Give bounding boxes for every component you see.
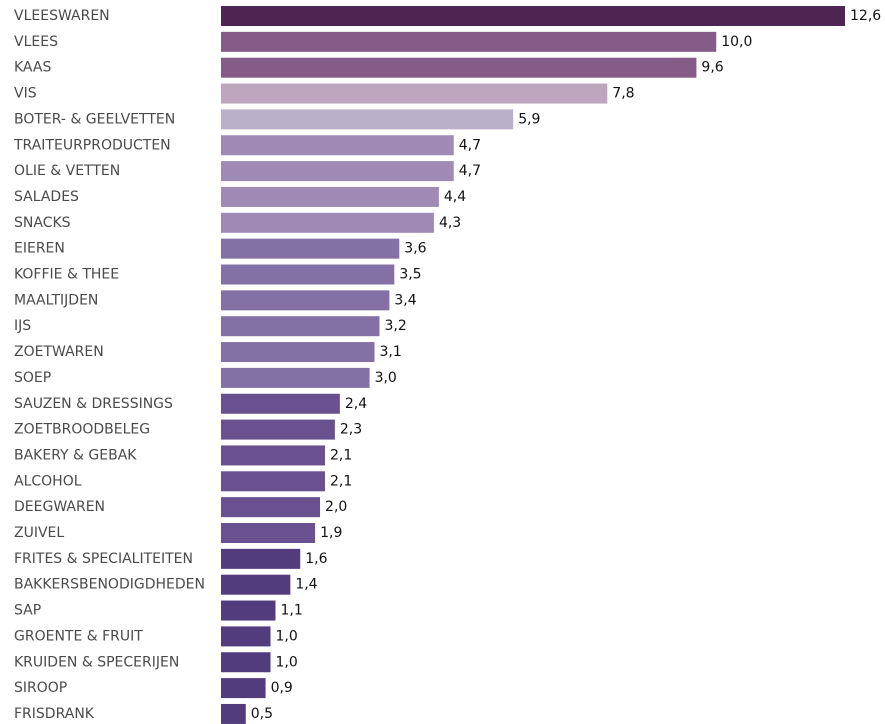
category-label-9: EIEREN: [14, 241, 65, 257]
category-label-21: FRITES & SPECIALITEITEN: [14, 551, 193, 567]
value-label-14: 3,0: [375, 370, 397, 386]
value-label-17: 2,1: [330, 447, 352, 463]
value-label-21: 1,6: [305, 551, 327, 567]
category-label-24: GROENTE & FRUIT: [14, 628, 143, 644]
value-label-3: 7,8: [612, 86, 634, 102]
category-label-14: SOEP: [14, 370, 51, 386]
category-label-0: VLEESWAREN: [14, 8, 110, 24]
bar-20: [221, 523, 316, 543]
category-label-10: KOFFIE & THEE: [14, 267, 119, 283]
bar-1: [221, 31, 717, 52]
value-label-12: 3,2: [384, 318, 406, 334]
category-label-15: SAUZEN & DRESSINGS: [14, 396, 173, 412]
value-label-13: 3,1: [380, 344, 402, 360]
bar-6: [221, 161, 454, 182]
value-label-24: 1,0: [276, 628, 298, 644]
bar-12: [221, 316, 380, 337]
category-label-23: SAP: [14, 603, 41, 619]
bar-23: [221, 600, 276, 621]
bar-0: [221, 6, 845, 26]
value-label-7: 4,4: [444, 189, 466, 205]
value-label-4: 5,9: [518, 111, 540, 127]
value-label-20: 1,9: [320, 525, 342, 541]
bar-17: [221, 445, 325, 466]
bar-11: [221, 290, 390, 311]
bar-22: [221, 574, 291, 595]
bar-27: [221, 703, 246, 724]
bar-16: [221, 419, 335, 440]
bar-21: [221, 548, 301, 569]
category-label-7: SALADES: [14, 189, 79, 205]
category-label-3: VIS: [14, 86, 37, 102]
value-label-15: 2,4: [345, 396, 367, 412]
bar-5: [221, 135, 454, 156]
value-label-9: 3,6: [404, 241, 426, 257]
bar-8: [221, 212, 434, 233]
bar-9: [221, 238, 400, 259]
category-labels-group: VLEESWAREN VLEES KAAS VIS BOTER- & GEELVETTE…: [13, 8, 205, 722]
category-label-11: MAALTIJDEN: [14, 292, 98, 308]
category-label-26: SIROOP: [14, 680, 67, 696]
bars-group: [221, 6, 845, 724]
bar-14: [221, 367, 370, 388]
bar-13: [221, 342, 375, 363]
bar-19: [221, 497, 321, 518]
category-label-1: VLEES: [14, 34, 58, 50]
value-label-10: 3,5: [399, 267, 421, 283]
value-label-0: 12,6: [850, 8, 881, 24]
category-label-4: BOTER- & GEELVETTEN: [14, 111, 175, 127]
bar-2: [221, 57, 697, 78]
value-label-11: 3,4: [394, 292, 416, 308]
bar-15: [221, 393, 340, 414]
bar-26: [221, 678, 266, 699]
category-label-2: KAAS: [14, 60, 51, 76]
value-label-1: 10,0: [721, 34, 752, 50]
value-label-8: 4,3: [439, 215, 461, 231]
value-label-5: 4,7: [459, 137, 481, 153]
category-label-6: OLIE & VETTEN: [14, 163, 120, 179]
bar-3: [221, 83, 608, 104]
category-label-16: ZOETBROODBELEG: [14, 422, 150, 438]
value-label-19: 2,0: [325, 499, 347, 515]
value-label-2: 9,6: [701, 60, 723, 76]
value-label-26: 0,9: [271, 680, 293, 696]
value-label-27: 0,5: [251, 706, 273, 722]
value-labels-group: 12,6 10,0 9,6 7,8 5,9 4,7 4,7 4,4 4,3 3,6 3,5 3,4 3,…: [251, 8, 882, 722]
bar-7: [221, 186, 439, 207]
category-label-22: BAKKERSBENODIGDHEDEN: [14, 577, 205, 593]
category-label-8: SNACKS: [14, 215, 71, 231]
bar-24: [221, 626, 271, 647]
bar-4: [221, 109, 514, 130]
bar-25: [221, 652, 271, 673]
bar-18: [221, 471, 325, 492]
value-label-16: 2,3: [340, 422, 362, 438]
category-label-5: TRAITEURPRODUCTEN: [13, 137, 171, 153]
bar-10: [221, 264, 395, 285]
category-label-18: ALCOHOL: [14, 473, 82, 489]
category-label-17: BAKERY & GEBAK: [14, 447, 137, 463]
value-label-25: 1,0: [276, 654, 298, 670]
value-label-23: 1,1: [280, 603, 302, 619]
category-label-25: KRUIDEN & SPECERIJEN: [14, 654, 179, 670]
value-label-22: 1,4: [295, 577, 317, 593]
category-label-27: FRISDRANK: [14, 706, 95, 722]
category-label-12: IJS: [14, 318, 31, 334]
value-label-18: 2,1: [330, 473, 352, 489]
value-label-6: 4,7: [459, 163, 481, 179]
category-label-20: ZUIVEL: [14, 525, 64, 541]
category-label-13: ZOETWAREN: [14, 344, 104, 360]
category-label-19: DEEGWAREN: [14, 499, 105, 515]
